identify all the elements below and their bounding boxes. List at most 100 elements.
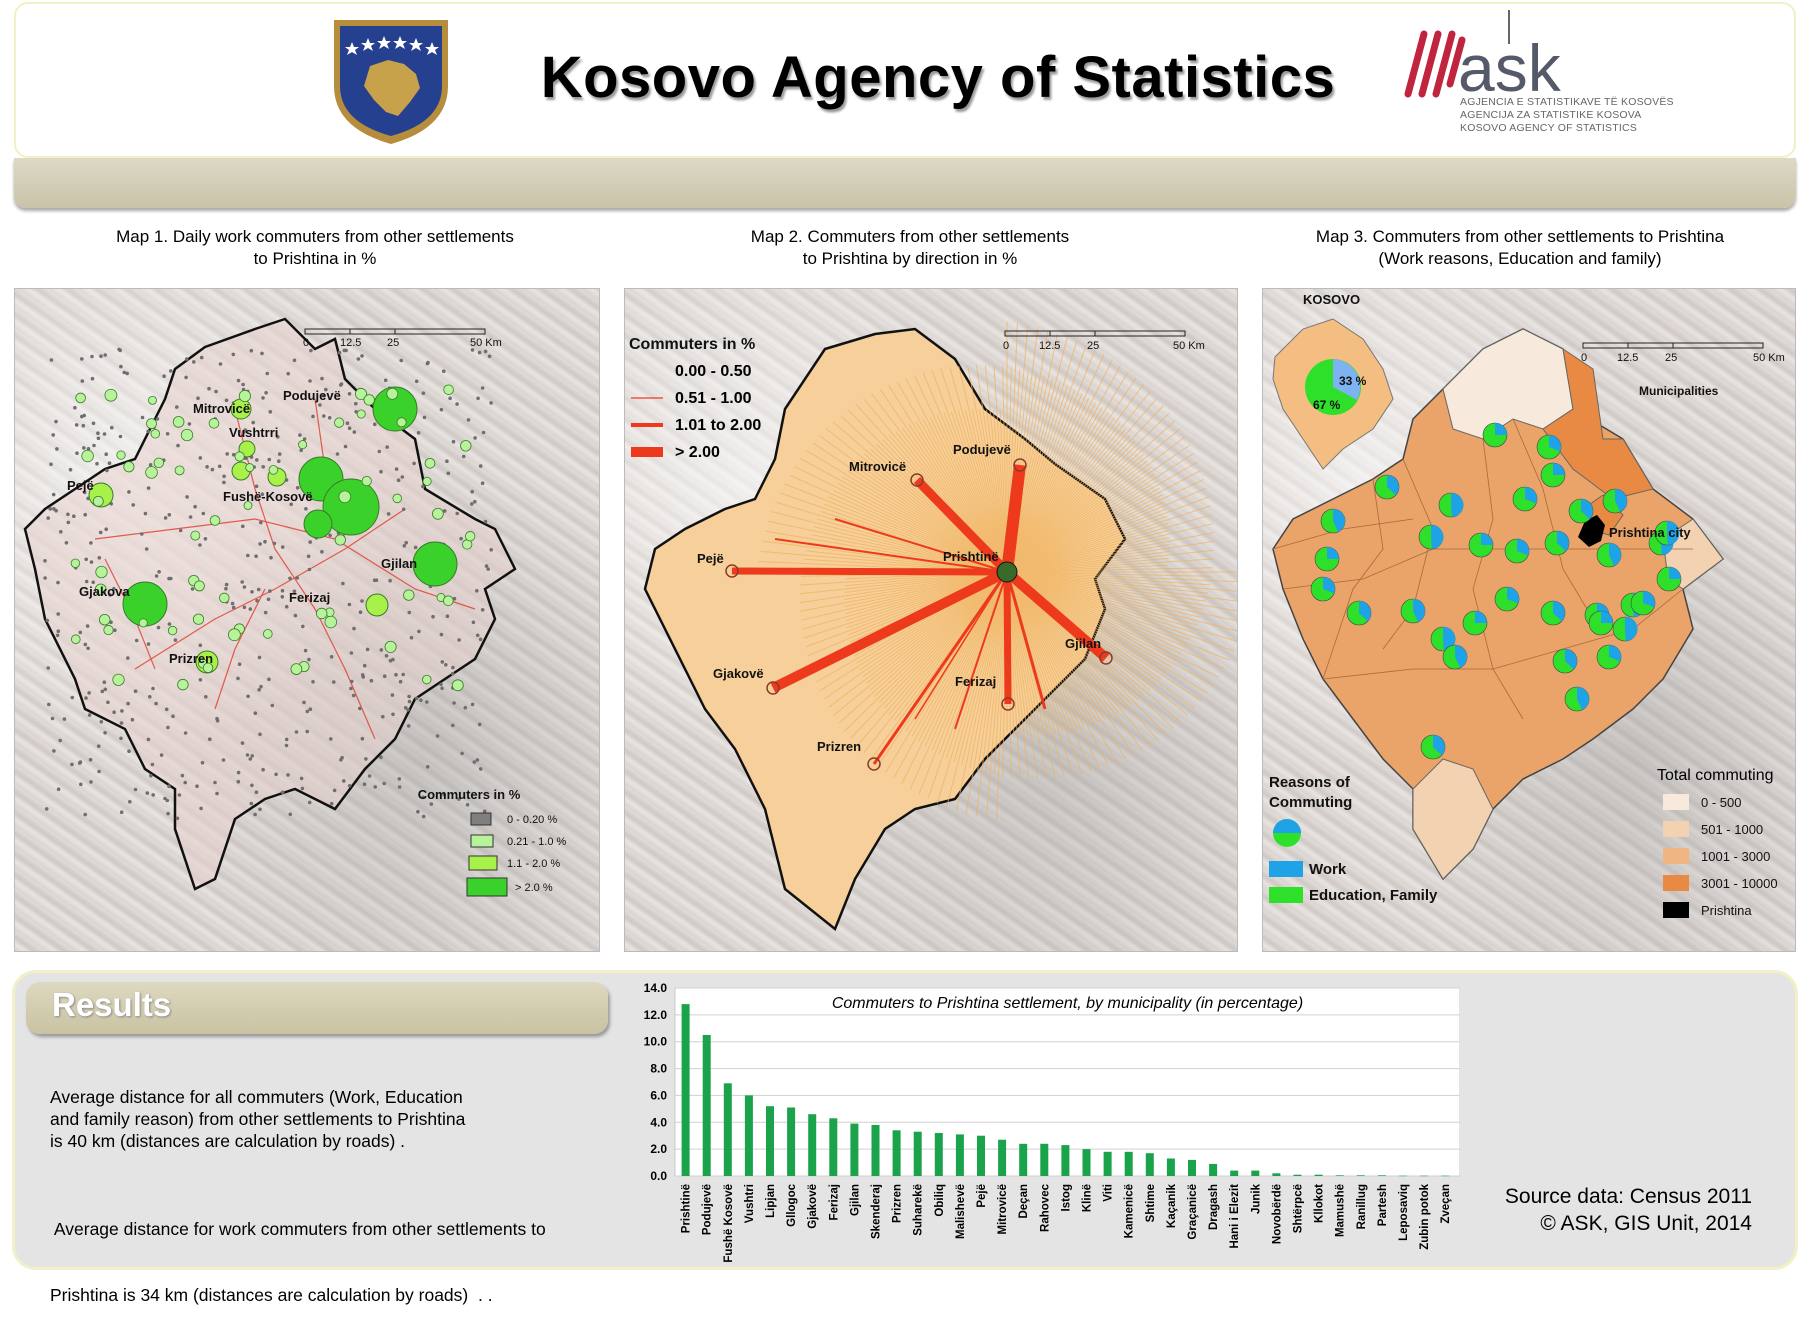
fan-line xyxy=(1006,571,1092,726)
settlement-dot xyxy=(390,693,395,697)
settlement-dot xyxy=(268,589,272,593)
settlement-dot xyxy=(83,512,87,517)
settlement-dot xyxy=(167,576,171,581)
svg-text:Commuters in %: Commuters in % xyxy=(629,336,755,353)
fan-line xyxy=(1006,544,1170,573)
fan-line xyxy=(1006,441,1136,573)
bar xyxy=(702,1035,711,1176)
prishtine-marker xyxy=(996,561,1018,583)
settlement-dot xyxy=(218,362,223,366)
municipalities-label: Municipalities xyxy=(1639,384,1719,398)
fan-line xyxy=(936,571,1008,804)
settlement-dot xyxy=(345,421,350,425)
bar xyxy=(871,1125,880,1176)
settlement-dot xyxy=(224,586,228,591)
place-podujeve: Podujevë xyxy=(953,442,1011,457)
fan-line xyxy=(1006,571,1135,755)
fan-line xyxy=(1006,434,1131,573)
settlement-dot xyxy=(442,369,446,373)
map2-panel[interactable]: Podujevë Mitrovicë Prishtinë Pejë Gjilan… xyxy=(624,288,1238,952)
municipality-pie-work xyxy=(1643,590,1656,608)
fan-line xyxy=(1006,571,1101,770)
x-tick-label: Mamushë xyxy=(1335,1184,1347,1237)
fan-line xyxy=(1006,571,1182,655)
settlement-dot xyxy=(140,415,145,420)
settlement-dot xyxy=(163,516,168,520)
commuter-circle xyxy=(268,465,279,475)
commuter-circle xyxy=(338,490,352,504)
settlement-dot xyxy=(83,642,88,647)
fan-line xyxy=(924,571,1008,747)
settlement-dot xyxy=(126,701,130,706)
direction-line xyxy=(1001,464,1026,573)
x-tick-label: Zubin potok xyxy=(1419,1183,1431,1249)
settlement-dot xyxy=(49,462,53,467)
commuter-circle xyxy=(396,417,407,428)
commuter-circle xyxy=(116,450,126,460)
municipality-pie-work xyxy=(1323,576,1336,594)
svg-text:0.21 - 1.0 %: 0.21 - 1.0 % xyxy=(507,836,567,848)
fan-line xyxy=(938,571,1008,755)
settlement-dot xyxy=(307,567,312,572)
source-note: Source data: Census 2011 © ASK, GIS Unit… xyxy=(1504,1185,1752,1235)
bar xyxy=(955,1134,964,1176)
settlement-dot xyxy=(460,751,464,756)
settlement-dot xyxy=(421,391,426,395)
fan-line xyxy=(842,476,1008,573)
commuter-circle xyxy=(138,618,148,628)
commuter-circle xyxy=(322,478,380,536)
commuter-circle xyxy=(443,384,454,395)
place-peje: Pejë xyxy=(67,478,94,493)
settlement-dot xyxy=(301,624,305,629)
map1-panel[interactable]: Podujevë Mitrovicë Vushtrri Pejë Fushë-K… xyxy=(14,288,600,952)
settlement-dot xyxy=(445,614,450,618)
settlement-dot xyxy=(264,391,268,395)
settlement-dot xyxy=(64,541,69,545)
settlement-dot xyxy=(292,589,297,594)
fan-line xyxy=(1006,549,1214,573)
svg-text:67 %: 67 % xyxy=(1313,398,1341,412)
fan-line xyxy=(850,571,1008,739)
fan-line xyxy=(984,365,1008,573)
settlement-dot xyxy=(102,432,107,436)
fan-line xyxy=(1006,571,1214,686)
municipality-pie-work xyxy=(1565,649,1577,670)
settlement-dot xyxy=(97,556,102,560)
settlement-dot xyxy=(318,403,322,407)
settlement-dot xyxy=(167,513,172,517)
settlement-dot xyxy=(288,812,293,817)
settlement-dot xyxy=(362,782,367,786)
settlement-dot xyxy=(284,737,289,742)
direction-line xyxy=(872,571,1009,765)
fan-line xyxy=(803,571,1008,639)
fan-line xyxy=(1006,359,1113,573)
x-tick-label: Vushtri xyxy=(744,1184,756,1223)
svg-text:Commuters in %: Commuters in % xyxy=(418,787,521,802)
commuter-circle xyxy=(290,663,303,675)
commuter-circle xyxy=(384,640,397,653)
settlement-dot xyxy=(162,374,166,378)
fan-line xyxy=(967,365,1008,573)
settlement-dot xyxy=(329,737,333,741)
settlement-dot xyxy=(258,542,262,546)
settlement-dot xyxy=(49,358,54,362)
fan-line xyxy=(800,571,1008,595)
commuter-circle xyxy=(208,418,220,429)
commuter-circle xyxy=(243,501,253,510)
settlement-dot xyxy=(373,785,378,789)
commuter-circle xyxy=(95,565,108,579)
bar xyxy=(977,1135,985,1176)
commuter-circle xyxy=(219,592,230,604)
settlement-dot xyxy=(386,512,391,516)
settlement-dot xyxy=(308,707,313,711)
settlement-dot xyxy=(425,361,430,366)
map3-panel[interactable]: Prishtina city Municipalities 0 12.5 25 … xyxy=(1262,288,1796,952)
settlement-dot xyxy=(473,499,477,504)
fan-line xyxy=(1006,423,1121,573)
settlement-dot xyxy=(397,785,402,789)
fan-line xyxy=(765,530,1008,573)
fan-line xyxy=(1006,523,1214,573)
settlement-dot xyxy=(421,795,425,800)
fan-line xyxy=(837,482,1008,573)
y-tick-label: 12.0 xyxy=(644,1008,668,1022)
